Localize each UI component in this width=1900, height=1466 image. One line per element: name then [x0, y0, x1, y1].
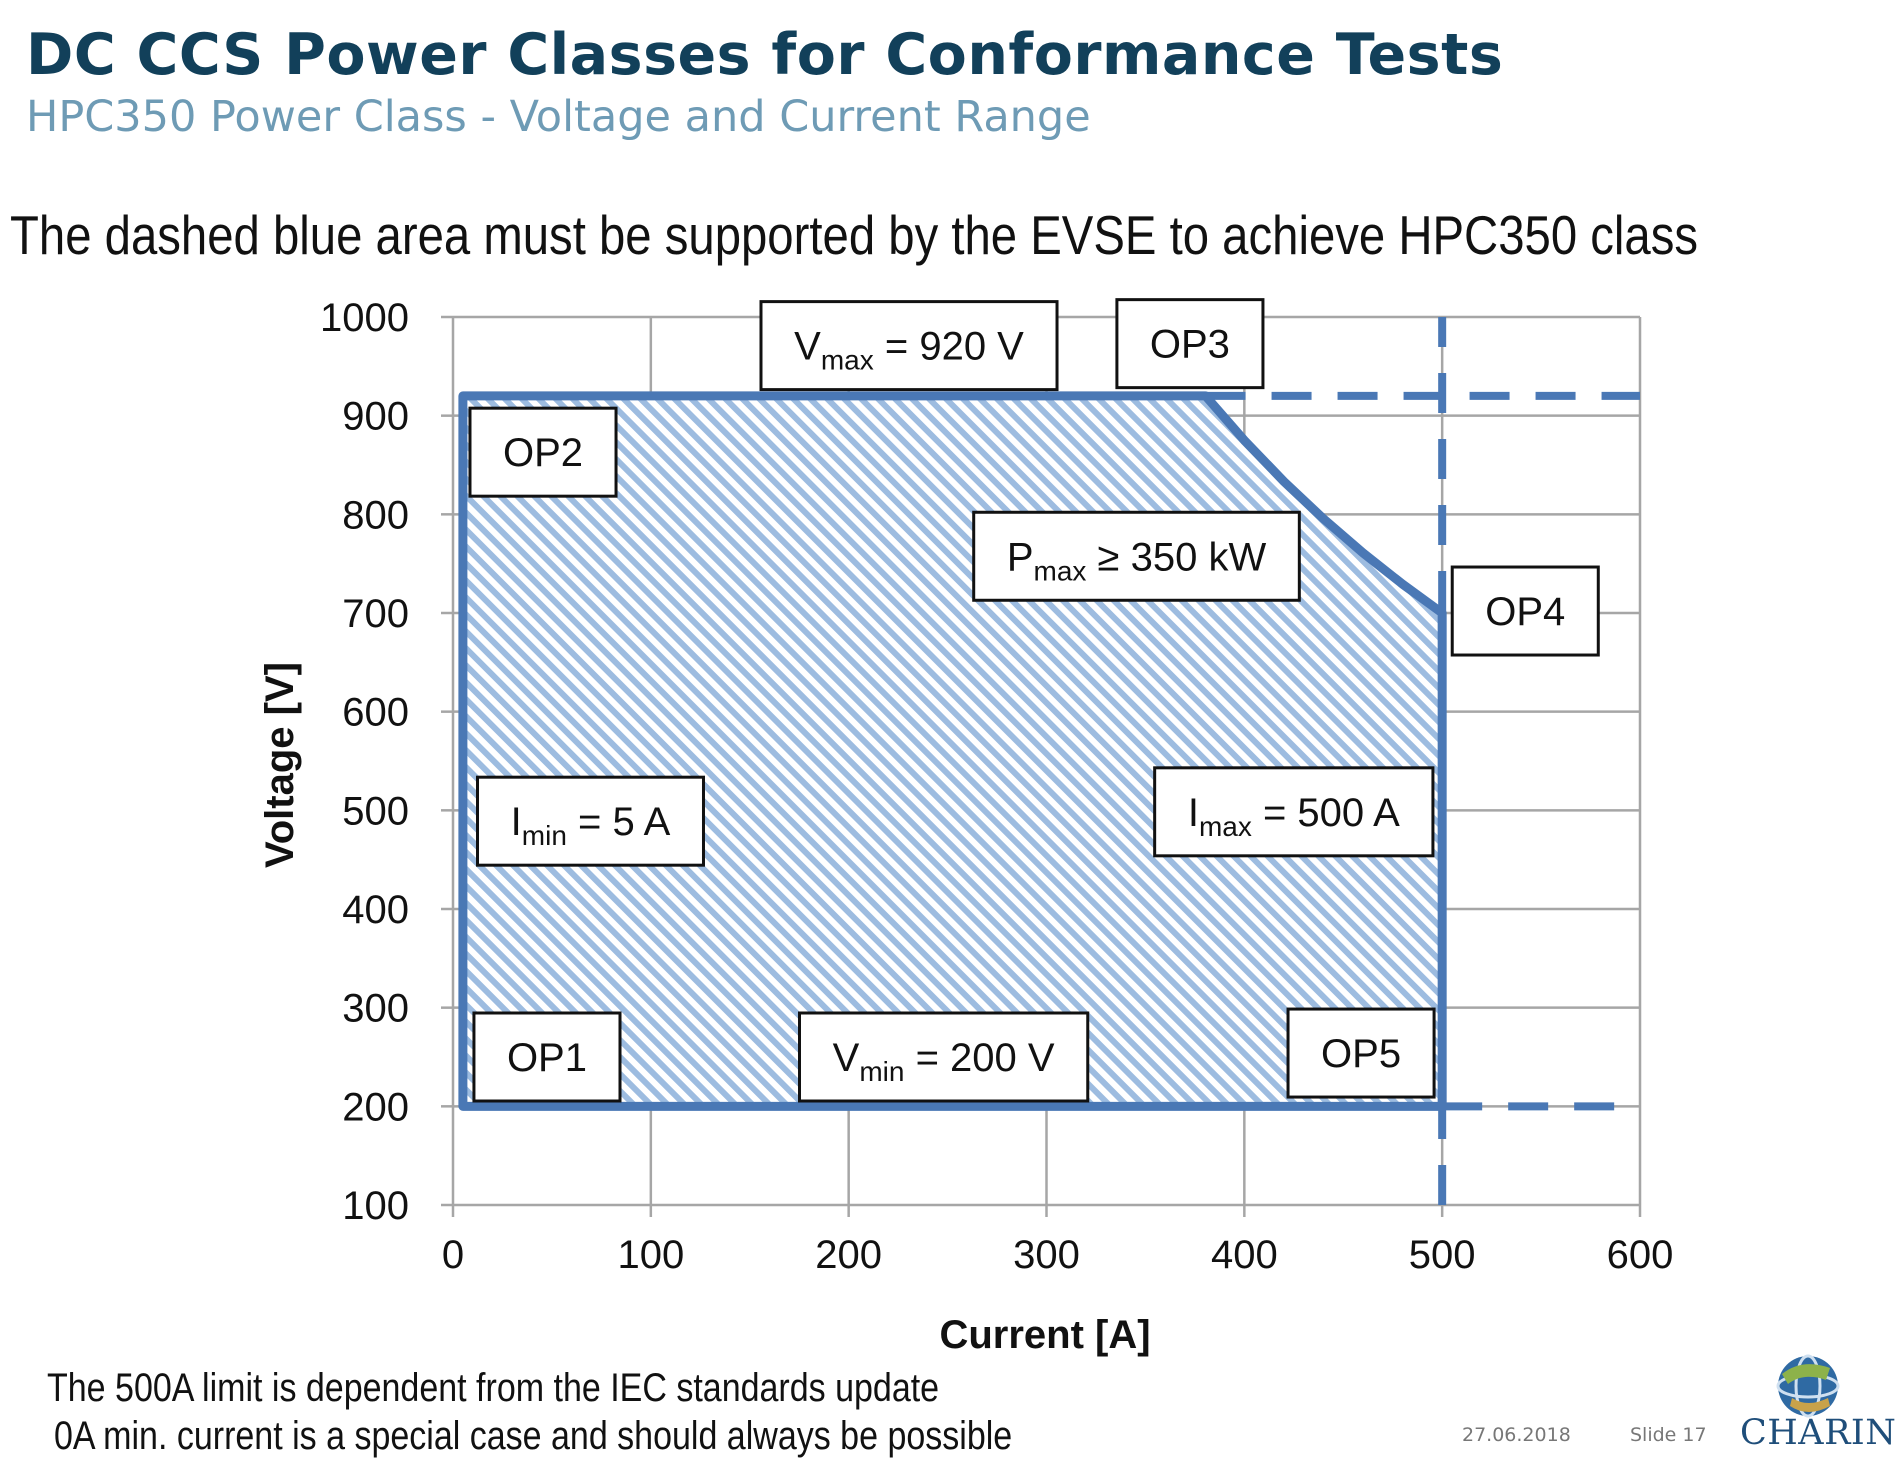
y-tick-label: 900	[342, 395, 409, 439]
annotation-box	[1153, 766, 1435, 858]
annotation-op5: OP5	[1286, 1007, 1436, 1099]
footer-date: 27.06.2018	[1462, 1424, 1571, 1446]
y-tick-label: 200	[342, 1085, 409, 1129]
annotation-label: Imax = 500 A	[1188, 791, 1400, 842]
annotation-label: OP5	[1321, 1032, 1401, 1076]
y-tick-label: 1000	[320, 296, 409, 340]
y-tick-label: 500	[342, 789, 409, 833]
support-region-area	[458, 391, 1447, 1111]
x-axis-label: Current [A]	[939, 1313, 1150, 1357]
annotation-label: Vmin = 200 V	[833, 1036, 1055, 1087]
annotation-box	[476, 775, 705, 867]
dashed-limit-lines	[1205, 317, 1640, 1205]
note-500a-limit: The 500A limit is dependent from the IEC…	[47, 1366, 940, 1410]
annotation-pmax: Pmax ≥ 350 kW	[972, 510, 1301, 602]
annotation-box	[1286, 1007, 1436, 1099]
annotation-op2: OP2	[468, 406, 618, 498]
x-tick-label: 200	[815, 1233, 882, 1277]
annotation-op3: OP3	[1115, 298, 1265, 390]
annotation-imin: Imin = 5 A	[476, 775, 705, 867]
y-tick-label: 600	[342, 691, 409, 735]
x-tick-label: 300	[1013, 1233, 1080, 1277]
annotation-op1: OP1	[472, 1011, 622, 1103]
x-tick-label: 400	[1211, 1233, 1278, 1277]
annotation-label: OP1	[507, 1036, 587, 1080]
support-region	[458, 391, 1447, 1111]
axis-ticks: 100 200 300 400 500 600 700 800 900 1000 0 100 200 30…	[320, 296, 1673, 1277]
footer-slide-number: Slide 17	[1630, 1424, 1707, 1446]
annotation-box	[1450, 565, 1600, 657]
note-zero-current: 0A min. current is a special case and sh…	[54, 1414, 1013, 1458]
annotation-vmin: Vmin = 200 V	[798, 1011, 1090, 1103]
annotation-label: Imin = 5 A	[511, 800, 671, 851]
annotation-label: OP3	[1150, 323, 1230, 367]
annotation-box	[759, 300, 1059, 392]
annotation-box	[468, 406, 618, 498]
annotation-label: Vmax = 920 V	[794, 325, 1024, 376]
y-axis-label: Voltage [V]	[258, 662, 302, 868]
slide-headline: The dashed blue area must be supported b…	[10, 204, 1699, 266]
annotation-box	[798, 1011, 1090, 1103]
annotation-imax: Imax = 500 A	[1153, 766, 1435, 858]
y-tick-label: 300	[342, 987, 409, 1031]
slide-title: DC CCS Power Classes for Conformance Tes…	[26, 22, 1504, 88]
annotation-box	[972, 510, 1301, 602]
x-tick-label: 500	[1409, 1233, 1476, 1277]
annotation-boxes: Vmax = 920 V OP3 OP2 Pmax ≥ 350 kW OP4 Imin =…	[468, 298, 1600, 1103]
charin-logo-text: CHARIN	[1740, 1413, 1897, 1453]
annotation-op4: OP4	[1450, 565, 1600, 657]
annotation-label: OP2	[503, 431, 583, 475]
annotation-label: OP4	[1485, 590, 1565, 634]
x-tick-label: 600	[1607, 1233, 1674, 1277]
globe-icon	[1776, 1354, 1840, 1418]
annotation-box	[1115, 298, 1265, 390]
y-tick-label: 100	[342, 1184, 409, 1228]
y-tick-label: 700	[342, 592, 409, 636]
slide-subtitle: HPC350 Power Class - Voltage and Current…	[26, 92, 1091, 142]
x-tick-label: 100	[617, 1233, 684, 1277]
y-tick-label: 400	[342, 888, 409, 932]
x-tick-label: 0	[442, 1233, 464, 1277]
y-tick-label: 800	[342, 493, 409, 537]
annotation-label: Pmax ≥ 350 kW	[1007, 535, 1267, 586]
annotation-vmax: Vmax = 920 V	[759, 300, 1059, 392]
annotation-box	[472, 1011, 622, 1103]
